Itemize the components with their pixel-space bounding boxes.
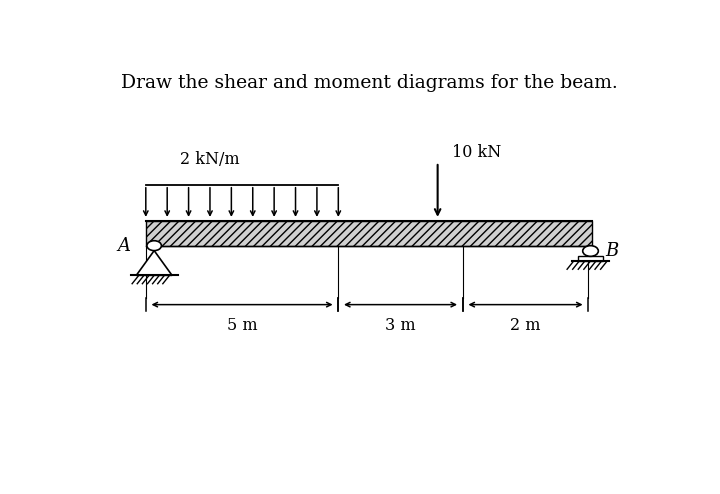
Text: Draw the shear and moment diagrams for the beam.: Draw the shear and moment diagrams for t… xyxy=(121,75,617,92)
Text: B: B xyxy=(605,242,618,260)
Text: 5 m: 5 m xyxy=(227,317,257,334)
Polygon shape xyxy=(136,250,172,275)
Circle shape xyxy=(582,246,598,256)
Text: 2 m: 2 m xyxy=(510,317,541,334)
Bar xyxy=(145,221,593,246)
Text: 10 kN: 10 kN xyxy=(451,144,501,161)
Circle shape xyxy=(147,241,161,250)
Text: 2 kN/m: 2 kN/m xyxy=(181,151,240,167)
Bar xyxy=(578,256,603,261)
Text: 3 m: 3 m xyxy=(385,317,416,334)
Text: A: A xyxy=(117,237,130,255)
